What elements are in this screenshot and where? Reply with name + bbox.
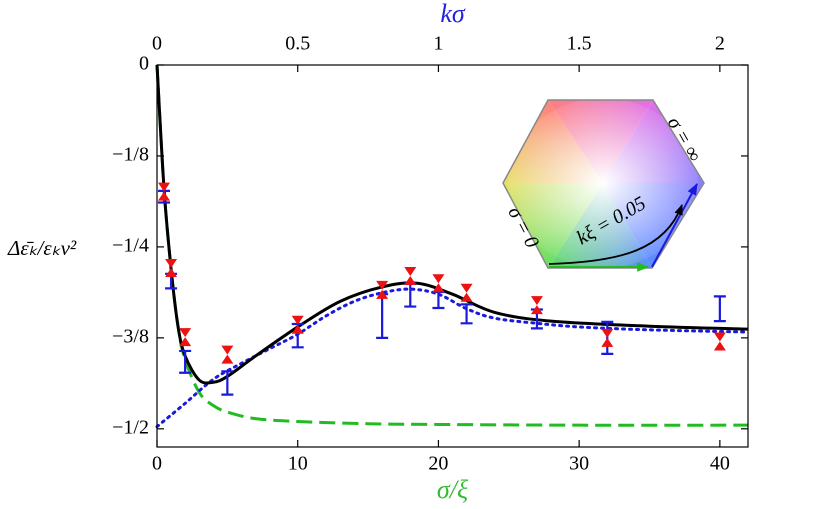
point-marker xyxy=(179,328,192,347)
y-tick-label: −1/2 xyxy=(112,416,149,438)
error-bar xyxy=(460,303,473,325)
curve xyxy=(155,287,750,429)
plot-frame xyxy=(156,64,749,448)
x-tick-label: 40 xyxy=(710,453,730,475)
y-axis-label: Δε̄ₖ/εₖv² xyxy=(7,236,77,260)
point-marker xyxy=(221,345,234,364)
point-marker xyxy=(376,280,389,299)
error-bar xyxy=(376,293,389,339)
point-marker xyxy=(713,332,726,351)
error-bar xyxy=(601,320,614,355)
y-tick-label: −1/4 xyxy=(112,234,149,256)
x-tick-label: 10 xyxy=(288,453,308,475)
x2-tick-label: 1 xyxy=(433,33,443,55)
x2-tick-label: 2 xyxy=(715,33,725,55)
point-marker xyxy=(404,267,417,286)
point-marker xyxy=(291,315,304,334)
x2-tick-label: 0.5 xyxy=(285,33,310,55)
y-tick-label: 0 xyxy=(139,53,149,75)
y-tick-label: −1/8 xyxy=(112,144,149,166)
error-bar xyxy=(432,290,445,310)
point-marker xyxy=(432,274,445,293)
x2-axis-label: kσ xyxy=(440,0,466,28)
x-axis-label: σ/ξ xyxy=(437,475,469,504)
x2-tick-label: 1.5 xyxy=(567,33,592,55)
point-marker xyxy=(460,283,473,302)
point-marker xyxy=(601,328,614,347)
curve xyxy=(155,64,749,385)
y-tick-label: −3/8 xyxy=(112,325,149,347)
error-bar xyxy=(713,295,726,323)
error-bar xyxy=(179,349,192,374)
x-tick-label: 20 xyxy=(428,453,448,475)
error-bar xyxy=(221,370,234,396)
error-bar xyxy=(404,282,417,308)
x2-tick-label: 0 xyxy=(152,33,162,55)
point-marker xyxy=(158,182,171,201)
x-tick-label: 0 xyxy=(152,453,162,475)
x-tick-label: 30 xyxy=(569,453,589,475)
point-marker xyxy=(530,296,543,315)
point-marker xyxy=(165,259,178,278)
color-hexagon-inset: σ = ∞ kξ = 0.05 σ = 0 xyxy=(502,98,706,272)
